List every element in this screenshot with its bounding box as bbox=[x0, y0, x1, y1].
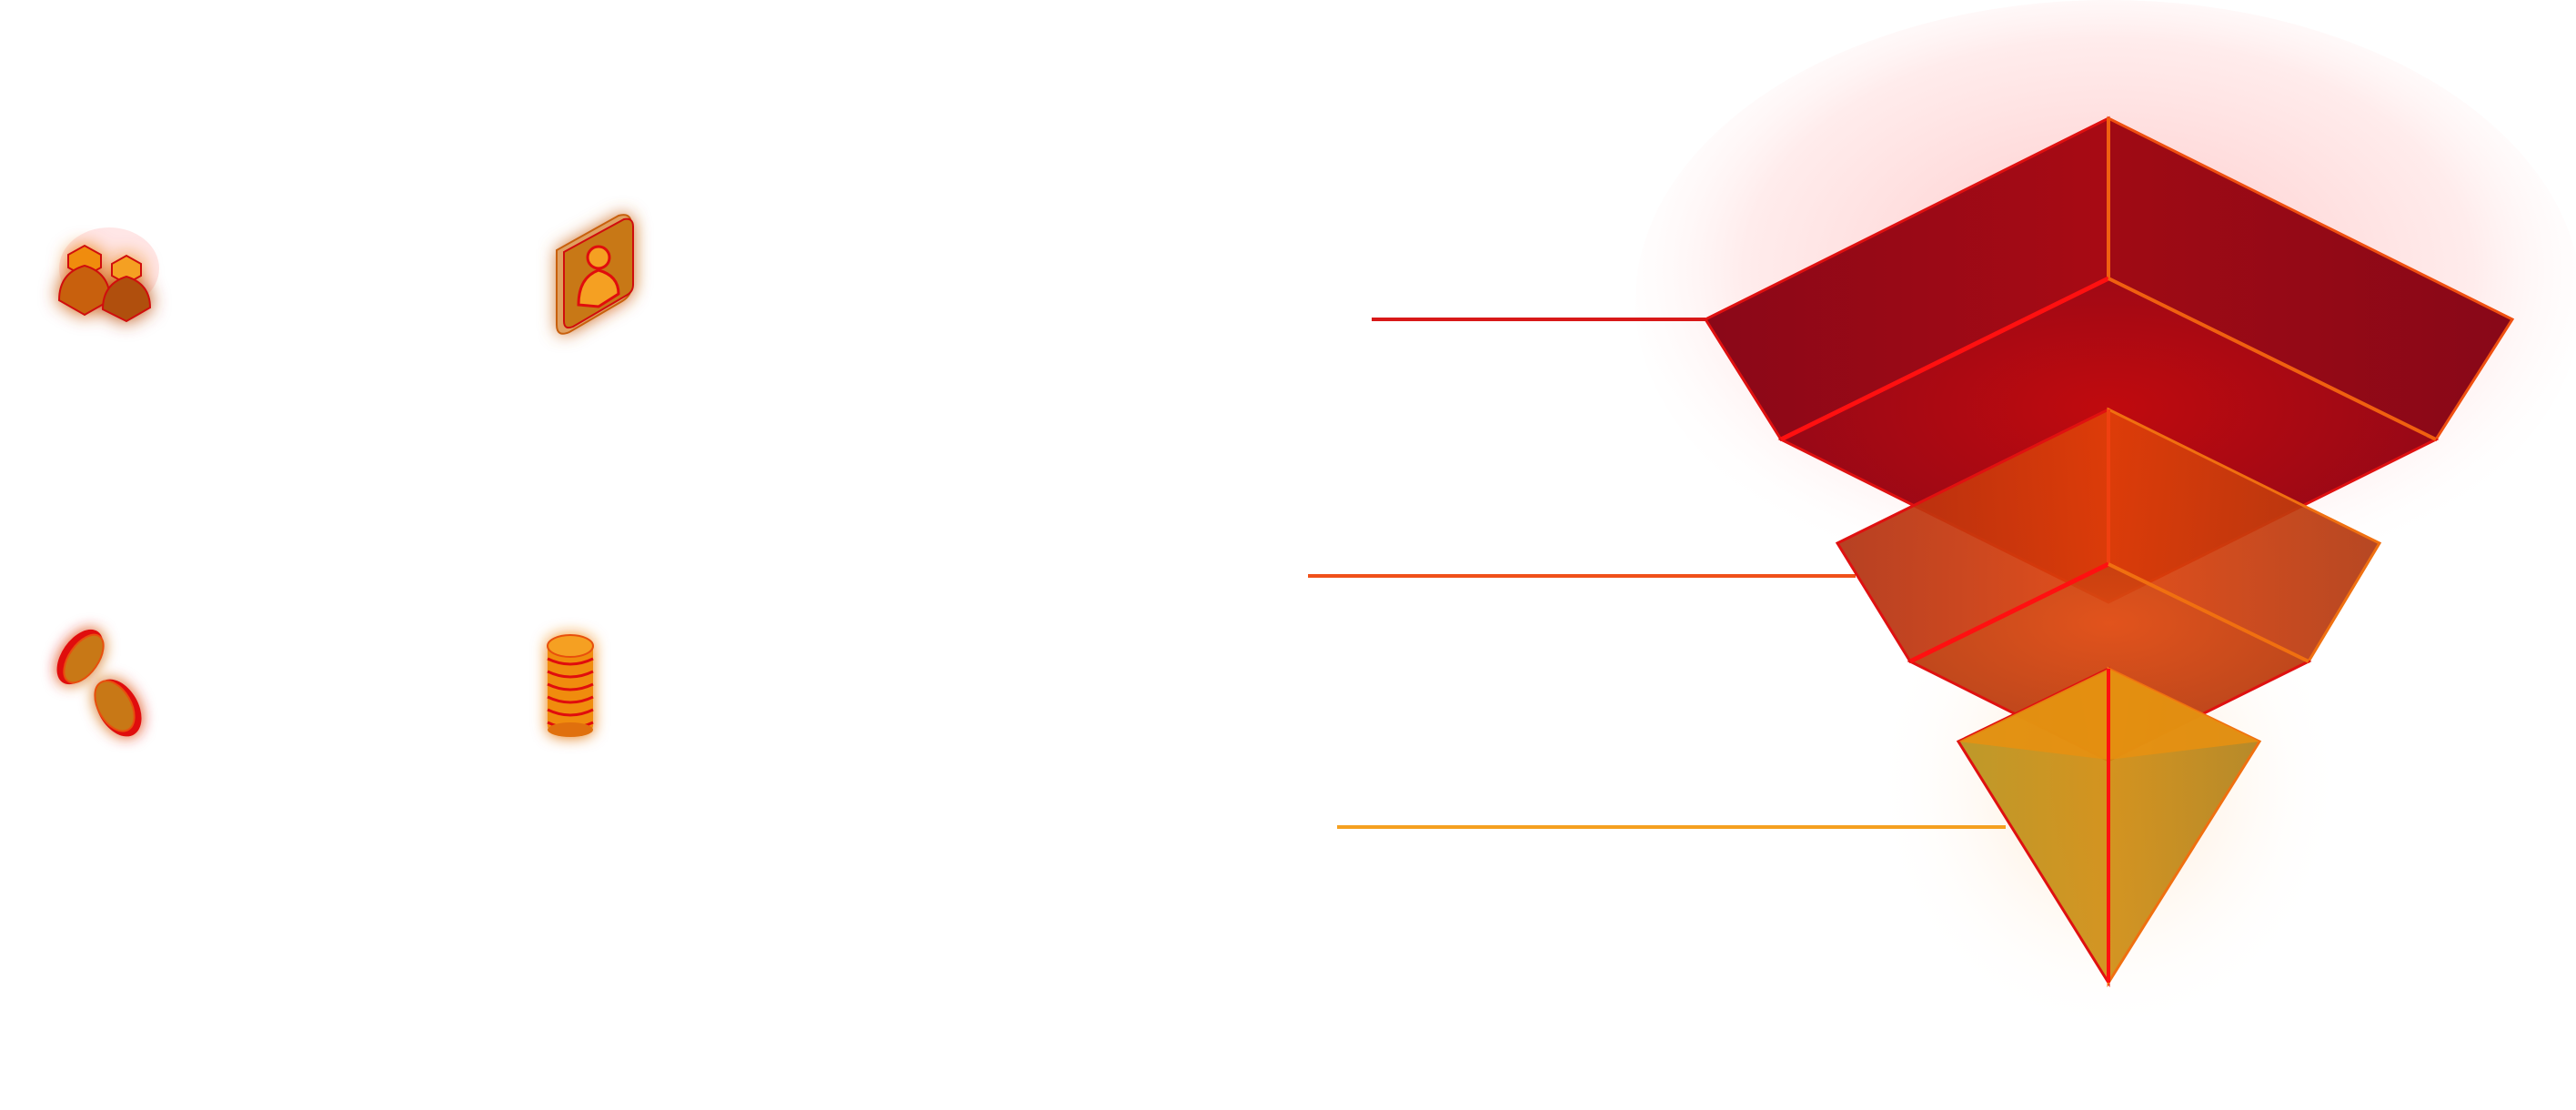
user-profile-card-icon bbox=[546, 205, 646, 335]
funnel-tier-bottom bbox=[1956, 666, 2262, 988]
funnel-tier-middle bbox=[1835, 407, 2382, 762]
coin-stack-icon bbox=[537, 628, 609, 746]
users-group-icon bbox=[50, 214, 168, 323]
coins-icon bbox=[47, 619, 156, 746]
